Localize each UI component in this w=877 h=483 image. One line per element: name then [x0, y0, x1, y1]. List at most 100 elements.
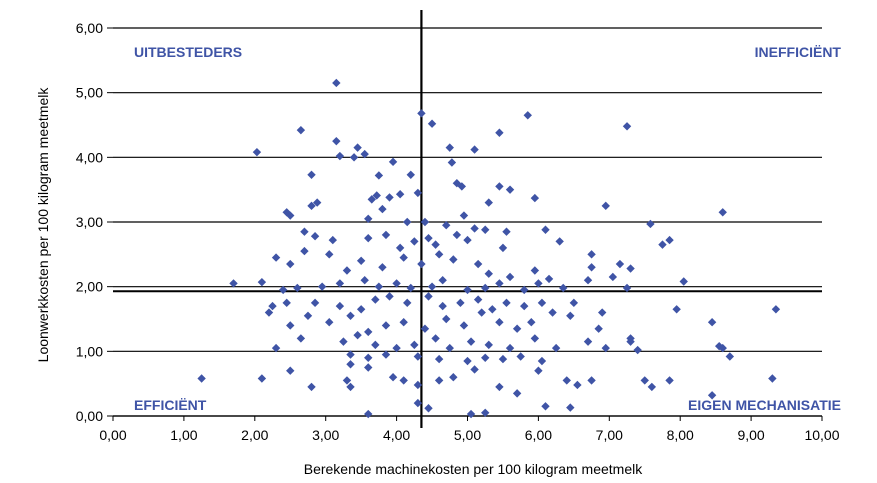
data-point [718, 208, 727, 217]
quadrant-label-bottom-left: EFFICIËNT [134, 397, 207, 413]
data-point [622, 122, 632, 131]
data-point [417, 109, 426, 118]
data-point [381, 350, 391, 359]
data-point [342, 376, 352, 385]
y-axis-title: Loonwerkkosten per 100 kilogram meetmelk [35, 87, 51, 363]
data-point [427, 119, 437, 128]
data-point [495, 382, 504, 392]
x-tick-label: 4,00 [383, 427, 410, 443]
data-point [569, 298, 579, 308]
y-tick-label: 0,00 [76, 408, 103, 424]
data-point [466, 337, 476, 346]
data-point [495, 279, 504, 288]
x-tick-label: 7,00 [596, 427, 623, 443]
data-point [548, 308, 557, 317]
data-point [473, 259, 483, 269]
x-tick-label: 0,00 [99, 427, 126, 443]
data-point [459, 211, 469, 220]
data-point [286, 321, 295, 330]
labels: Loonwerkkosten per 100 kilogram meetmelk… [35, 44, 841, 477]
data-point [555, 237, 564, 246]
data-point [395, 243, 405, 253]
data-point [551, 343, 561, 353]
data-point [505, 343, 515, 353]
data-point [388, 373, 398, 382]
data-point [633, 345, 642, 355]
data-point [420, 324, 430, 333]
data-point [442, 314, 451, 324]
data-point [385, 193, 394, 202]
data-point [477, 308, 486, 317]
data-point [512, 389, 522, 398]
data-point [346, 360, 355, 369]
data-point [403, 217, 412, 227]
data-point [353, 330, 362, 340]
data-point [512, 324, 522, 333]
data-point [473, 295, 483, 304]
data-point [300, 227, 309, 236]
data-point [530, 334, 540, 343]
data-point [296, 125, 306, 135]
data-point [413, 188, 423, 198]
data-point [541, 402, 550, 411]
data-point [470, 145, 479, 154]
data-point [434, 354, 444, 364]
data-point [364, 409, 373, 419]
data-point [335, 301, 345, 311]
data-point [498, 243, 508, 253]
x-tick-label: 5,00 [454, 427, 481, 443]
data-point [498, 354, 508, 364]
data-point [410, 237, 419, 246]
data-point [282, 298, 291, 308]
data-point [598, 308, 607, 317]
data-point [317, 282, 327, 291]
data-point [278, 285, 288, 295]
data-point [424, 233, 433, 243]
data-point [392, 279, 401, 288]
data-point [424, 404, 433, 413]
data-point [413, 398, 423, 408]
x-tick-label: 3,00 [312, 427, 339, 443]
data-point [626, 264, 635, 273]
data-point [601, 201, 610, 211]
data-point [303, 311, 313, 320]
data-point [410, 340, 419, 350]
x-tick-label: 10,00 [804, 427, 839, 443]
data-point [438, 301, 447, 311]
data-point [413, 352, 423, 361]
data-point [771, 305, 781, 314]
data-point [438, 276, 447, 285]
data-point [665, 235, 674, 245]
data-point [537, 298, 547, 308]
data-point [484, 269, 493, 278]
data-point [640, 376, 649, 385]
reference-lines [113, 10, 822, 428]
data-point [286, 259, 295, 269]
quadrant-label-bottom-right: EIGEN MECHANISATIE [688, 397, 841, 413]
data-point [488, 305, 497, 314]
data-point [566, 403, 575, 412]
x-tick-label: 6,00 [525, 427, 552, 443]
y-tick-label: 5,00 [76, 85, 103, 101]
data-point [615, 259, 625, 269]
data-point [594, 324, 603, 333]
data-point [495, 128, 504, 137]
x-tick-label: 2,00 [241, 427, 268, 443]
data-point [332, 136, 341, 146]
data-point [481, 408, 490, 417]
data-point [312, 198, 322, 207]
data-point [381, 321, 391, 330]
data-point [286, 211, 295, 220]
data-point [608, 272, 618, 282]
data-point [364, 214, 373, 223]
data-point [374, 282, 384, 291]
data-point [392, 343, 401, 353]
data-point [364, 363, 373, 372]
data-point [356, 256, 366, 265]
data-point [587, 250, 596, 259]
x-tick-label: 1,00 [170, 427, 197, 443]
data-point [449, 255, 458, 264]
y-tick-label: 2,00 [76, 279, 103, 295]
data-point [310, 232, 320, 241]
y-tick-label: 4,00 [76, 149, 103, 165]
